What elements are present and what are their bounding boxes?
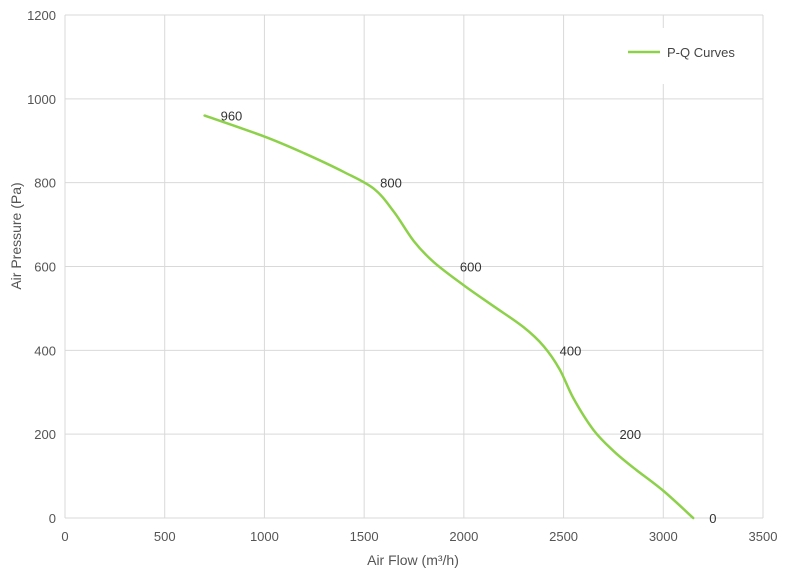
y-tick-label: 800 [34,176,56,191]
series-layer [203,114,695,520]
x-axis-label: Air Flow (m³/h) [367,552,459,568]
x-tick-label: 2000 [449,529,478,544]
y-tick-label: 600 [34,260,56,275]
y-tick-label: 0 [49,511,56,526]
y-tick-label: 200 [34,427,56,442]
series-line [203,114,695,520]
y-tick-label: 400 [34,343,56,358]
x-tick-label: 1000 [250,529,279,544]
y-axis-label: Air Pressure (Pa) [8,182,24,289]
x-tick-label: 0 [61,529,68,544]
y-tick-label: 1000 [27,92,56,107]
x-tick-label: 500 [154,529,176,544]
x-tick-label: 1500 [350,529,379,544]
x-tick-label: 2500 [549,529,578,544]
grid [64,14,764,519]
legend-label: P-Q Curves [667,45,735,60]
data-label: 960 [221,109,243,124]
data-label: 800 [380,176,402,191]
y-tick-label: 1200 [27,8,56,23]
x-tick-label: 3000 [649,529,678,544]
data-labels: 960 800 600 400 200 0 [221,109,717,526]
data-label: 400 [560,343,582,358]
x-tick-label: 3500 [749,529,778,544]
data-label: 200 [619,427,641,442]
legend: P-Q Curves [622,28,762,84]
legend-background [622,28,762,84]
data-label: 0 [709,511,716,526]
data-label: 600 [460,260,482,275]
